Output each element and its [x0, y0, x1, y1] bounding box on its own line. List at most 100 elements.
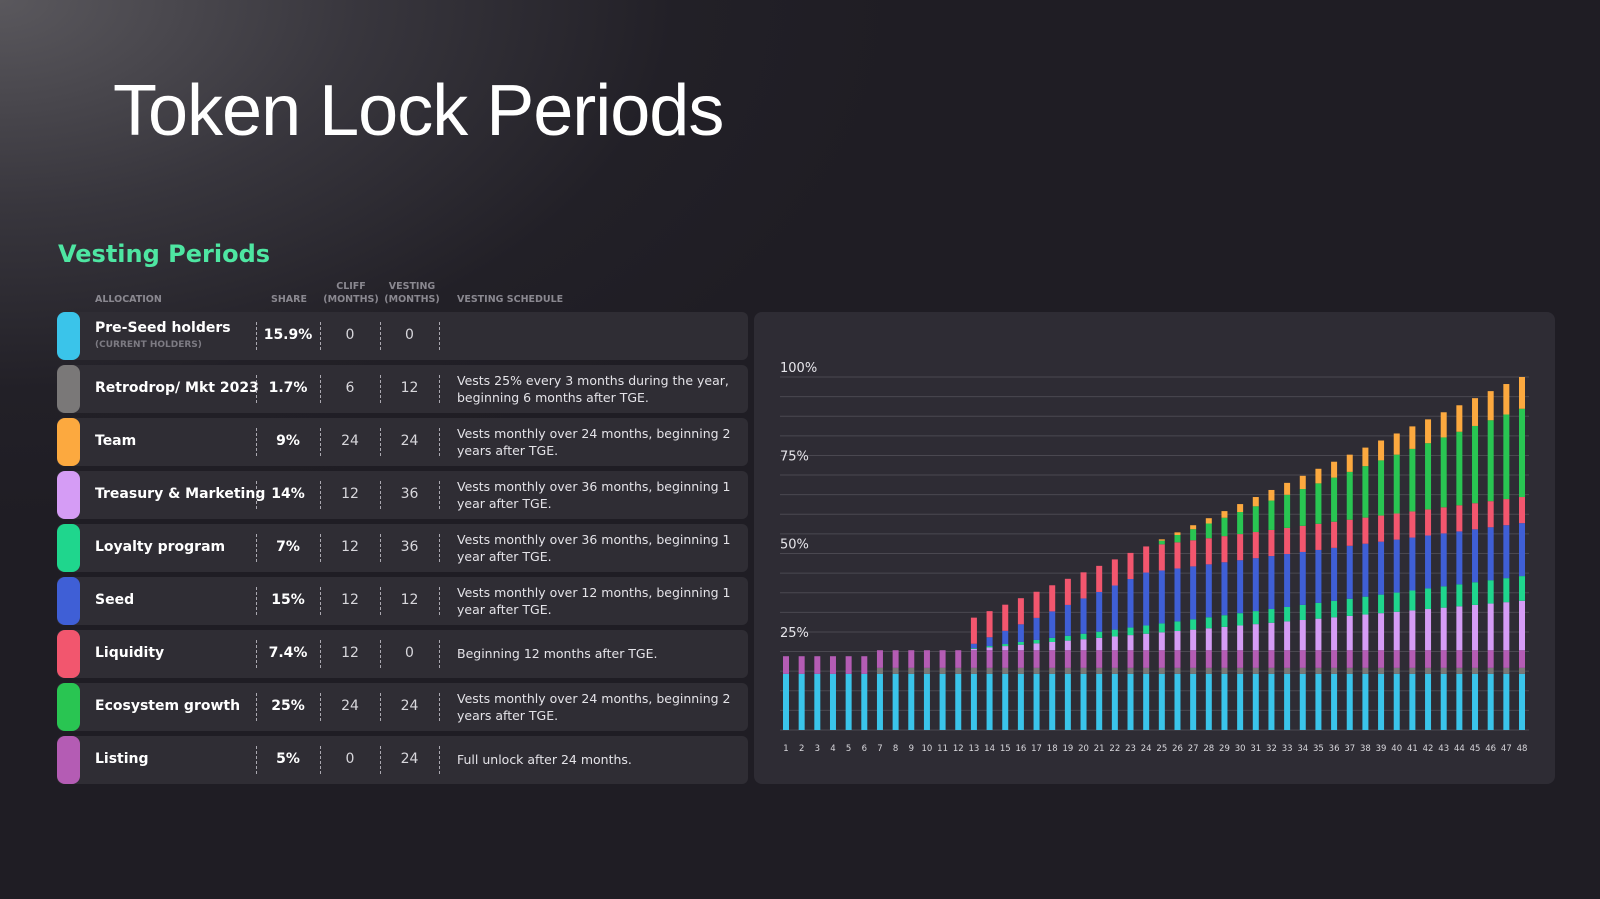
- bar-segment: [1362, 673, 1369, 730]
- bar-segment: [1190, 529, 1197, 541]
- bar-segment: [1487, 391, 1494, 421]
- bar-segment: [1299, 650, 1306, 668]
- bar-segment: [1017, 624, 1024, 642]
- bar-segment: [1472, 667, 1479, 674]
- bar-segment: [1252, 532, 1259, 559]
- table-row: Team 9% 24 24 Vests monthly over 24 mont…: [57, 418, 748, 466]
- vesting-value: 36: [400, 539, 419, 555]
- x-tick-label: 17: [1031, 744, 1042, 754]
- bar-segment: [1315, 549, 1322, 603]
- bar-segment: [970, 667, 977, 674]
- bar-segment: [1017, 644, 1024, 651]
- header-share: SHARE: [271, 294, 307, 305]
- bar-segment: [1111, 636, 1118, 651]
- bar-segment: [1237, 534, 1244, 561]
- bar-segment: [1487, 673, 1494, 730]
- bar-segment: [1002, 667, 1009, 674]
- bar-segment: [1299, 475, 1306, 490]
- bar-segment: [986, 611, 993, 638]
- x-tick-label: 5: [846, 744, 851, 754]
- x-tick-label: 47: [1501, 744, 1512, 754]
- vesting-schedule: Vests monthly over 36 months, beginning …: [457, 532, 731, 564]
- bar-segment: [1346, 598, 1353, 616]
- x-tick-label: 13: [969, 744, 980, 754]
- vesting-value: 0: [405, 645, 414, 661]
- bar-segment: [1315, 667, 1322, 674]
- cliff-value: 0: [345, 751, 355, 767]
- divider: [380, 587, 381, 615]
- bar-segment: [1002, 650, 1009, 668]
- allocation-subname: (CURRENT HOLDERS): [95, 340, 202, 350]
- bar-segment: [1158, 673, 1165, 730]
- vesting-value: 36: [400, 486, 419, 502]
- cliff-value: 24: [341, 433, 359, 449]
- bar-segment: [1127, 635, 1134, 651]
- x-tick-label: 12: [953, 744, 964, 754]
- bar-segment: [1362, 667, 1369, 674]
- bar-segment: [970, 648, 977, 649]
- bar-segment: [1268, 556, 1275, 610]
- bar-segment: [1331, 673, 1338, 730]
- bar-segment: [1252, 624, 1259, 651]
- bar-segment: [1205, 518, 1212, 524]
- bar-segment: [1080, 598, 1087, 634]
- bar-segment: [1346, 673, 1353, 730]
- share-value: 15%: [271, 592, 305, 608]
- table-row: Retrodrop/ Mkt 2023 1.7% 6 12 Vests 25% …: [57, 365, 748, 413]
- bar-segment: [1033, 673, 1040, 730]
- bar-segment: [1425, 535, 1432, 589]
- y-tick-label: 25%: [780, 626, 809, 641]
- vesting-value: 12: [400, 592, 419, 608]
- bar-segment: [970, 617, 977, 644]
- bar-segment: [1456, 606, 1463, 651]
- allocation-name: Listing: [95, 751, 149, 767]
- bar-segment: [1503, 667, 1510, 674]
- bar-segment: [939, 650, 946, 668]
- bar-segment: [1503, 578, 1510, 603]
- bar-segment: [1080, 633, 1087, 640]
- bar-segment: [1174, 568, 1181, 622]
- divider: [439, 481, 440, 509]
- bar-segment: [1096, 667, 1103, 674]
- divider: [439, 587, 440, 615]
- bar-segment: [1033, 643, 1040, 651]
- vesting-schedule: Vests 25% every 3 months during the year…: [457, 373, 729, 405]
- bar-segment: [986, 650, 993, 668]
- bar-segment: [1378, 650, 1385, 668]
- bar-segment: [1393, 673, 1400, 730]
- bar-segment: [1252, 650, 1259, 668]
- table-row: Seed 15% 12 12 Vests monthly over 12 mon…: [57, 577, 748, 625]
- header-vesting: VESTING (MONTHS): [383, 280, 441, 306]
- x-tick-label: 40: [1391, 744, 1402, 754]
- bar-segment: [1268, 650, 1275, 668]
- bar-segment: [1158, 667, 1165, 674]
- bar-segment: [1378, 460, 1385, 516]
- color-swatch: [57, 524, 80, 572]
- bar-segment: [1519, 408, 1525, 498]
- table-row: Liquidity 7.4% 12 0 Beginning 12 months …: [57, 630, 748, 678]
- bar-segment: [1487, 580, 1494, 604]
- bar-segment: [1127, 627, 1134, 636]
- x-tick-label: 20: [1078, 744, 1089, 754]
- bar-segment: [1174, 542, 1181, 569]
- bar-segment: [1096, 637, 1103, 651]
- bar-segment: [1409, 673, 1416, 730]
- allocation-name: Loyalty program: [95, 539, 226, 555]
- share-value: 25%: [271, 698, 305, 714]
- bar-segment: [876, 673, 883, 730]
- bar-segment: [1237, 504, 1244, 513]
- bar-segment: [1315, 483, 1322, 524]
- bar-segment: [1002, 646, 1009, 651]
- cliff-value: 12: [341, 645, 359, 661]
- bar-segment: [1190, 629, 1197, 651]
- bar-segment: [1205, 523, 1212, 539]
- x-tick-label: 7: [877, 744, 882, 754]
- bar-segment: [1190, 619, 1197, 630]
- bar-segment: [1064, 635, 1071, 641]
- bar-segment: [892, 673, 899, 730]
- bar-segment: [1143, 546, 1150, 573]
- share-value: 9%: [276, 433, 300, 449]
- bar-segment: [783, 673, 789, 730]
- bar-segment: [1440, 533, 1447, 587]
- bar-segment: [1221, 667, 1228, 674]
